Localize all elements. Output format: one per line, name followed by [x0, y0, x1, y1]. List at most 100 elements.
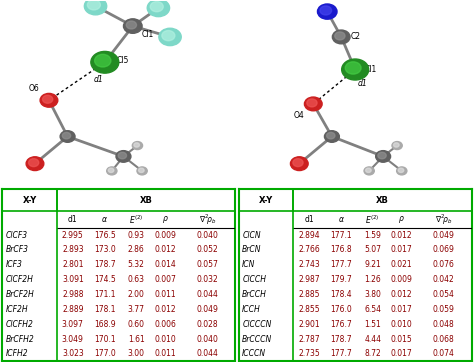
Text: ICCCN: ICCCN: [242, 349, 266, 358]
Text: 9.21: 9.21: [365, 260, 381, 269]
Circle shape: [116, 151, 131, 162]
Text: 0.012: 0.012: [155, 305, 176, 314]
Text: BrCFH2: BrCFH2: [6, 334, 35, 344]
Circle shape: [392, 142, 402, 150]
Text: XB: XB: [376, 195, 389, 205]
Circle shape: [320, 6, 332, 15]
Text: 178.4: 178.4: [330, 290, 352, 299]
Text: ClCF2H: ClCF2H: [6, 275, 34, 284]
Circle shape: [43, 95, 53, 103]
Text: 178.7: 178.7: [94, 260, 116, 269]
Text: 1.59: 1.59: [364, 231, 381, 240]
Text: 0.032: 0.032: [196, 275, 218, 284]
Circle shape: [327, 132, 335, 139]
Text: 5.07: 5.07: [364, 245, 381, 254]
Text: 2.735: 2.735: [298, 349, 320, 358]
Text: ClCFH2: ClCFH2: [6, 320, 34, 329]
Text: ICN: ICN: [242, 260, 255, 269]
Text: 0.011: 0.011: [155, 349, 176, 358]
Text: 3.097: 3.097: [62, 320, 84, 329]
Circle shape: [304, 97, 322, 111]
Text: 0.074: 0.074: [433, 349, 455, 358]
Text: BrCCCN: BrCCCN: [242, 334, 273, 344]
Text: ClCCCN: ClCCCN: [242, 320, 272, 329]
Text: 174.5: 174.5: [94, 275, 116, 284]
Circle shape: [398, 168, 404, 172]
Text: 1.61: 1.61: [128, 334, 145, 344]
Text: d1: d1: [304, 215, 314, 224]
Circle shape: [150, 1, 163, 12]
Circle shape: [345, 62, 361, 74]
Circle shape: [324, 131, 339, 142]
Text: 0.010: 0.010: [155, 334, 176, 344]
Circle shape: [378, 152, 386, 159]
Text: 176.0: 176.0: [330, 305, 352, 314]
Circle shape: [332, 30, 350, 44]
Text: 0.021: 0.021: [391, 260, 412, 269]
Circle shape: [162, 30, 175, 41]
Text: ICCH: ICCH: [242, 305, 261, 314]
Circle shape: [134, 143, 139, 147]
Circle shape: [137, 167, 147, 175]
Text: 0.012: 0.012: [391, 290, 412, 299]
Circle shape: [28, 159, 39, 167]
Circle shape: [159, 28, 181, 46]
Text: 2.787: 2.787: [298, 334, 320, 344]
Text: O6: O6: [29, 84, 40, 93]
Text: 2.894: 2.894: [298, 231, 320, 240]
Text: 3.00: 3.00: [128, 349, 145, 358]
Text: $\alpha$: $\alpha$: [338, 215, 345, 224]
Text: XB: XB: [140, 195, 153, 205]
Text: $\nabla^2\!\rho_b$: $\nabla^2\!\rho_b$: [199, 212, 216, 227]
Text: 0.009: 0.009: [155, 231, 176, 240]
Text: 2.889: 2.889: [62, 305, 83, 314]
Text: ClCF3: ClCF3: [6, 231, 28, 240]
Text: $\rho$: $\rho$: [162, 214, 169, 225]
Text: 0.012: 0.012: [391, 231, 412, 240]
Text: 178.7: 178.7: [330, 334, 352, 344]
Text: 0.068: 0.068: [433, 334, 455, 344]
Circle shape: [118, 152, 127, 159]
Circle shape: [342, 59, 369, 80]
Text: 0.059: 0.059: [433, 305, 455, 314]
Text: 0.040: 0.040: [196, 231, 218, 240]
Text: 2.995: 2.995: [62, 231, 84, 240]
Text: BrCN: BrCN: [242, 245, 262, 254]
Text: 2.988: 2.988: [62, 290, 83, 299]
Text: 2.00: 2.00: [128, 290, 145, 299]
Text: 0.052: 0.052: [196, 245, 218, 254]
Text: 171.1: 171.1: [94, 290, 116, 299]
Text: 0.054: 0.054: [433, 290, 455, 299]
Circle shape: [26, 157, 44, 171]
Text: BrCF3: BrCF3: [6, 245, 29, 254]
Text: 0.006: 0.006: [155, 320, 176, 329]
Text: Cl1: Cl1: [365, 65, 377, 74]
Circle shape: [126, 21, 137, 29]
Text: d1: d1: [357, 79, 367, 88]
Circle shape: [376, 151, 391, 162]
Text: X-Y: X-Y: [23, 195, 37, 205]
Circle shape: [91, 51, 119, 73]
Circle shape: [40, 93, 58, 107]
Text: $\nabla^2\!\rho_b$: $\nabla^2\!\rho_b$: [435, 212, 453, 227]
Text: 177.0: 177.0: [94, 349, 116, 358]
Text: 3.023: 3.023: [62, 349, 84, 358]
Text: 0.017: 0.017: [391, 245, 413, 254]
Text: 2.766: 2.766: [298, 245, 320, 254]
Text: 3.091: 3.091: [62, 275, 84, 284]
Text: 3.77: 3.77: [128, 305, 145, 314]
Text: 1.51: 1.51: [365, 320, 381, 329]
Text: 3.049: 3.049: [62, 334, 84, 344]
Circle shape: [147, 0, 170, 17]
Text: Cl1: Cl1: [142, 30, 155, 39]
Text: 6.54: 6.54: [364, 305, 381, 314]
Circle shape: [84, 0, 107, 15]
Text: 2.893: 2.893: [62, 245, 83, 254]
Circle shape: [108, 168, 114, 172]
Text: 0.93: 0.93: [128, 231, 145, 240]
Text: 176.5: 176.5: [94, 231, 116, 240]
Text: d1: d1: [93, 75, 103, 84]
Circle shape: [393, 143, 399, 147]
Text: 0.007: 0.007: [155, 275, 176, 284]
Text: 0.069: 0.069: [433, 245, 455, 254]
